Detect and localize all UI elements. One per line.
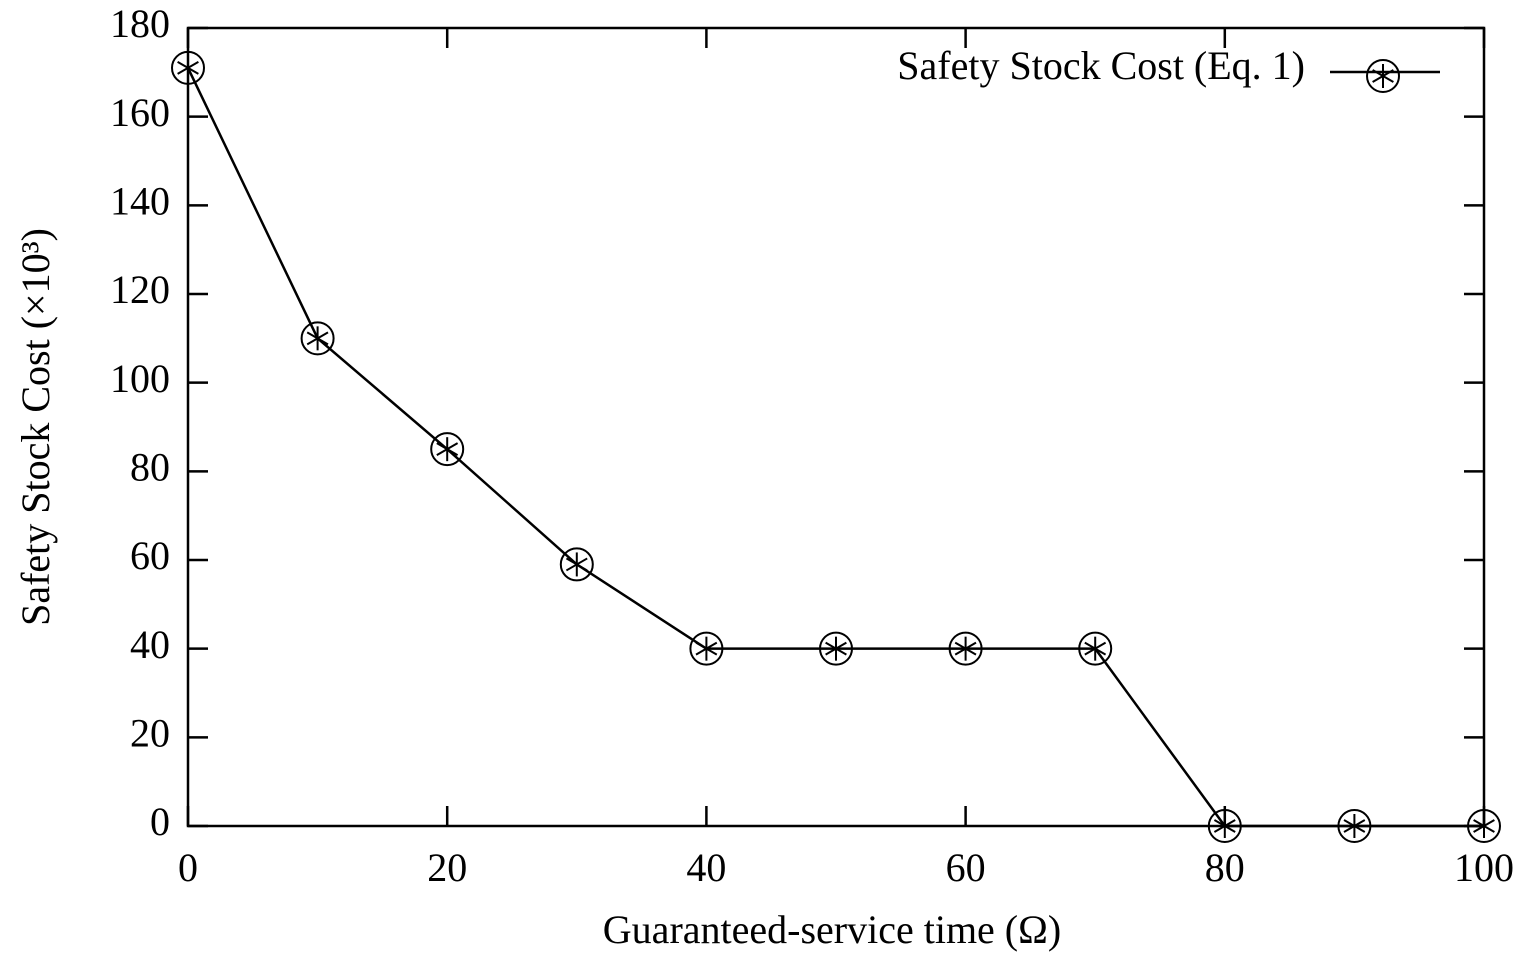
- marker-circle: [430, 432, 465, 467]
- x-tick-label: 20: [427, 845, 467, 890]
- x-axis-label: Guaranteed-service time (Ω): [603, 907, 1061, 952]
- marker-star: [1343, 819, 1366, 833]
- data-point: [1207, 809, 1242, 843]
- data-point: [300, 321, 335, 356]
- y-axis-label: Safety Stock Cost (×10³): [13, 228, 58, 626]
- marker-circle: [300, 321, 335, 356]
- marker-circle: [948, 631, 983, 666]
- y-tick-label: 20: [130, 711, 170, 756]
- marker-star: [695, 641, 718, 656]
- x-tick-label: 40: [686, 845, 726, 890]
- x-tick-label: 100: [1454, 845, 1514, 890]
- marker-circle: [819, 631, 853, 666]
- marker-star: [954, 641, 977, 656]
- y-tick-label: 100: [110, 356, 170, 401]
- data-point: [819, 631, 853, 666]
- x-tick-label: 60: [946, 845, 986, 890]
- y-tick-label: 140: [110, 179, 170, 224]
- marker-star: [306, 331, 329, 346]
- data-point: [559, 547, 594, 582]
- marker-circle: [689, 631, 724, 666]
- marker-circle: [1337, 809, 1372, 843]
- marker-star: [565, 557, 588, 572]
- data-point: [1337, 809, 1372, 843]
- data-point: [430, 432, 465, 467]
- marker-star: [436, 442, 459, 457]
- data-point: [1078, 631, 1113, 666]
- series-line: [186, 67, 1484, 828]
- data-point: [171, 50, 205, 85]
- marker-circle: [1078, 631, 1113, 666]
- y-tick-label: 0: [150, 799, 170, 844]
- data-point: [1467, 809, 1501, 843]
- marker-circle: [1366, 59, 1400, 93]
- y-tick-label: 160: [110, 90, 170, 135]
- marker-star: [1473, 819, 1495, 833]
- x-tick-label: 0: [178, 845, 198, 890]
- legend-marker: [1366, 59, 1400, 93]
- marker-star: [1372, 69, 1394, 83]
- x-tick-label: 80: [1205, 845, 1245, 890]
- y-tick-label: 40: [130, 622, 170, 667]
- marker-circle: [171, 50, 205, 85]
- y-tick-label: 80: [130, 445, 170, 490]
- y-tick-label: 120: [110, 267, 170, 312]
- y-tick-label: 180: [110, 1, 170, 46]
- marker-star: [177, 61, 199, 75]
- marker-circle: [1207, 809, 1242, 843]
- legend-label: Safety Stock Cost (Eq. 1): [897, 43, 1305, 88]
- marker-star: [1213, 819, 1236, 833]
- data-point: [948, 631, 983, 666]
- marker-star: [825, 641, 847, 656]
- marker-circle: [1467, 809, 1501, 843]
- y-tick-label: 60: [130, 533, 170, 578]
- marker-circle: [559, 547, 594, 582]
- data-point: [689, 631, 724, 666]
- plot-frame: [186, 26, 1486, 828]
- marker-star: [1084, 641, 1107, 656]
